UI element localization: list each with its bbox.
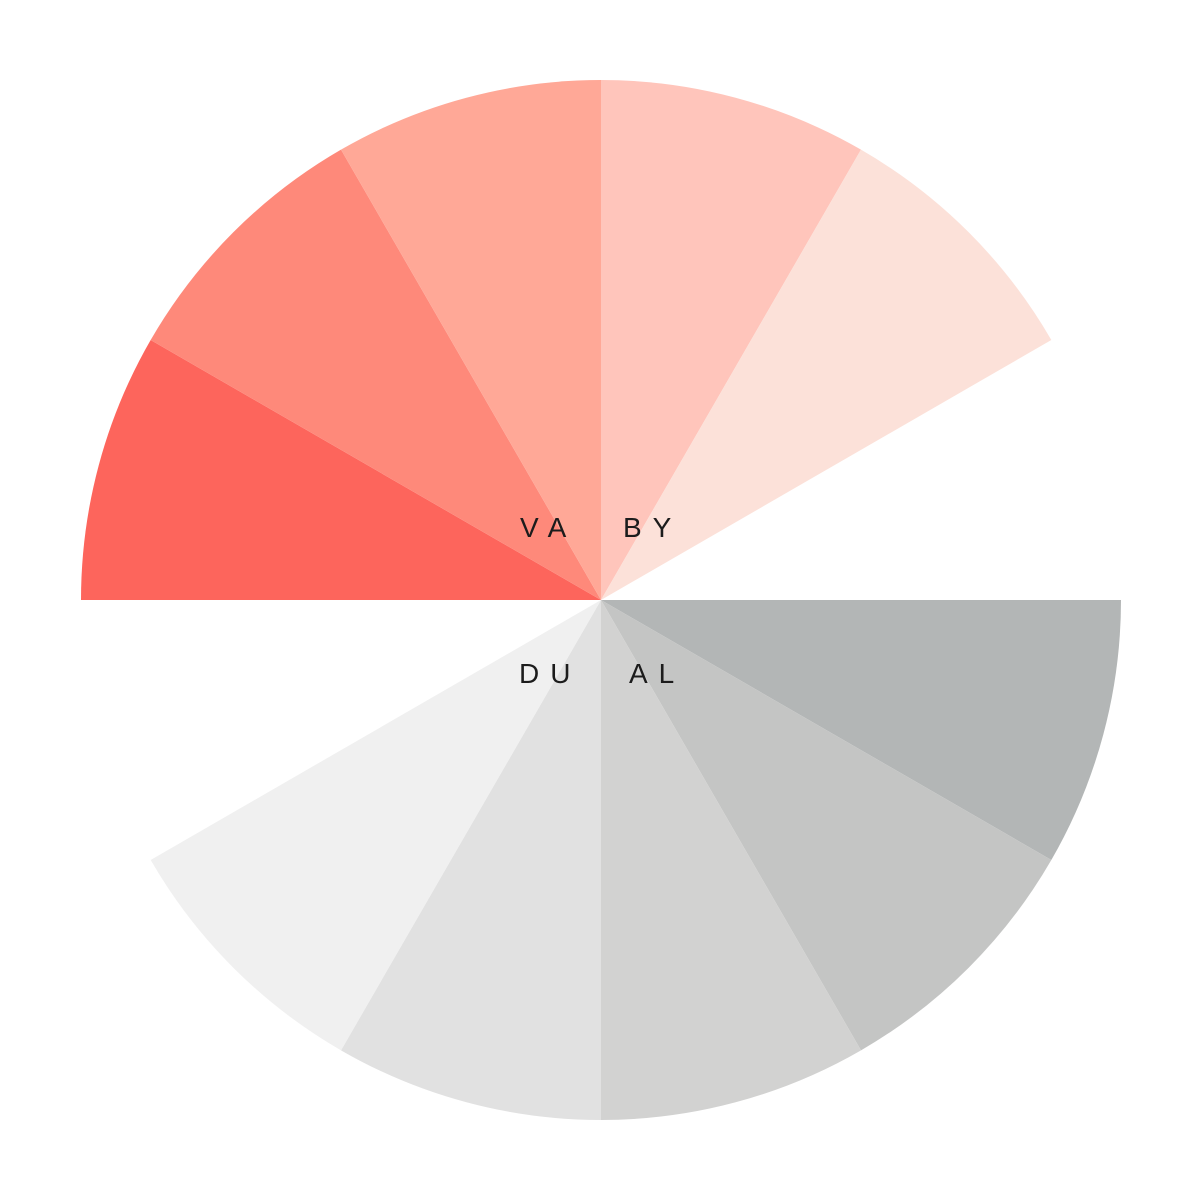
red-fan-wedge-4 xyxy=(601,80,861,600)
label-word-du: DU xyxy=(519,658,582,689)
gray-fan-wedge-5 xyxy=(150,600,602,1051)
gray-fan-wedge-1 xyxy=(601,600,1121,860)
label-word-al: AL xyxy=(629,658,686,689)
label-word-va: VA xyxy=(520,512,578,543)
gray-fan-wedge-3 xyxy=(601,600,861,1120)
red-fan-wedge-1 xyxy=(81,340,601,600)
gray-fan-wedge-4 xyxy=(341,600,601,1120)
red-fan-wedge-3 xyxy=(341,80,601,600)
label-word-by: BY xyxy=(623,512,683,543)
red-fan-wedge-5 xyxy=(601,149,1052,601)
red-fan-wedge-2 xyxy=(150,149,602,601)
gray-fan-wedge-2 xyxy=(601,600,1052,1051)
